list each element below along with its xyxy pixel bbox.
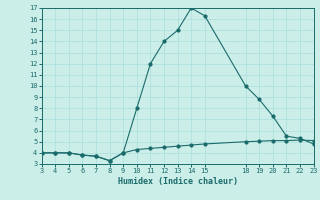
X-axis label: Humidex (Indice chaleur): Humidex (Indice chaleur) [118, 177, 237, 186]
